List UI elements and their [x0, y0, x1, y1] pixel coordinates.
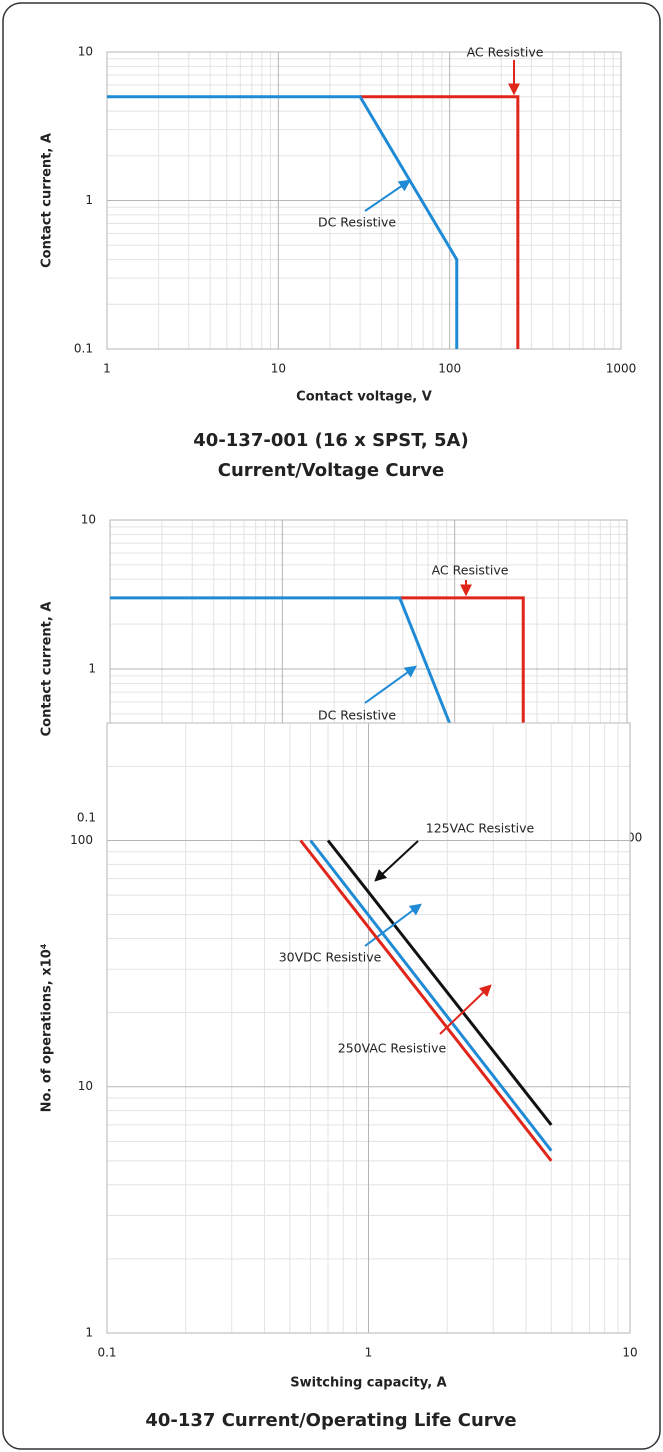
series-line	[299, 839, 553, 1162]
series-line	[107, 95, 459, 349]
chart-title: 40-137 Current/Operating Life Curve	[145, 1410, 516, 1431]
y-axis-label: No. of operations, x10⁴	[40, 943, 55, 1112]
annotation: 250VAC Resistive	[338, 1041, 447, 1056]
annotation: DC Resistive	[318, 708, 396, 723]
y-axis-label: Contact current, A	[40, 602, 55, 737]
x-tick-label: 1	[365, 1346, 373, 1360]
y-tick-label: 100	[70, 833, 93, 847]
annotation: DC Resistive	[318, 215, 396, 230]
annotation: AC Resistive	[432, 563, 509, 578]
annotation: 30VDC Resistive	[279, 950, 382, 965]
annotation-arrow	[364, 665, 417, 704]
x-tick-label: 100	[438, 362, 461, 376]
series-line	[309, 839, 553, 1152]
x-axis-label: Switching capacity, A	[290, 1376, 446, 1391]
annotation: AC Resistive	[467, 45, 544, 60]
x-tick-label: 10	[271, 362, 286, 376]
y-tick-label: 0.1	[77, 811, 96, 825]
y-tick-label: 1	[85, 193, 93, 207]
annotation-arrow	[364, 179, 411, 212]
chart-title: 40-137-001 (16 x SPST, 5A)	[193, 430, 468, 451]
y-tick-label: 10	[78, 45, 93, 59]
series-line	[326, 839, 553, 1126]
annotation-arrow	[374, 840, 419, 882]
x-tick-label: 10	[622, 1346, 637, 1360]
chart-title: Current/Voltage Curve	[218, 460, 444, 481]
x-tick-label: 1000	[606, 362, 637, 376]
annotation-arrow	[364, 903, 422, 947]
annotation: 125VAC Resistive	[426, 821, 535, 836]
annotation-arrow	[439, 984, 492, 1035]
y-tick-label: 1	[88, 662, 96, 676]
y-tick-label: 10	[81, 513, 96, 527]
y-tick-label: 0.1	[74, 342, 93, 356]
x-tick-label: 1	[103, 362, 111, 376]
y-tick-label: 10	[78, 1079, 93, 1093]
series-line	[360, 95, 520, 349]
y-tick-label: 1	[85, 1326, 93, 1340]
x-tick-label: 0.1	[97, 1346, 116, 1360]
y-axis-label: Contact current, A	[40, 133, 55, 268]
x-axis-label: Contact voltage, V	[296, 390, 432, 405]
